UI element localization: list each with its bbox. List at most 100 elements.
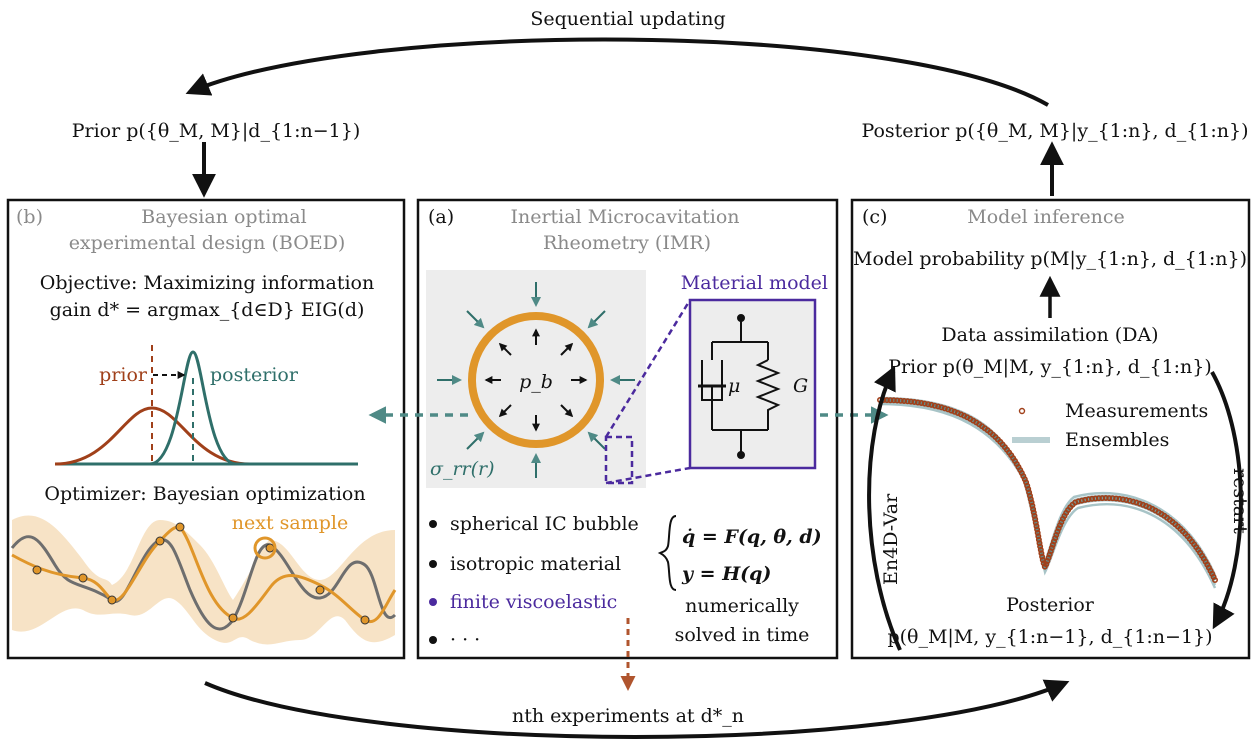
en4dvar-arrow: [867, 365, 902, 651]
sample-points: [32, 522, 370, 625]
measurement-point: [1037, 546, 1044, 553]
material-model-box: [688, 298, 817, 470]
measurement-point: [1033, 523, 1040, 530]
bubble-pressure-label: p_b: [519, 371, 553, 393]
sample-point: [107, 595, 117, 605]
panel-a-frame: [416, 198, 839, 660]
da-label: Data assimilation (DA): [941, 324, 1158, 346]
assumption-list: spherical IC bubble isotropic material f…: [429, 513, 639, 651]
sample-point: [78, 573, 88, 583]
measurement-point: [921, 400, 928, 407]
measurement-point: [1027, 492, 1034, 499]
zoom-connector-bottom: [605, 466, 691, 485]
surrogate-mean-curve: [11, 525, 397, 624]
measurement-point: [1028, 499, 1035, 506]
prior-label: Prior p({θ_M, M}|d_{1:n−1}): [72, 120, 361, 142]
measurement-point: [897, 397, 904, 404]
measurement-point: [1095, 495, 1102, 502]
panel-c-title: Model inference: [967, 206, 1124, 228]
panel-b-frame: [6, 198, 406, 660]
da-prior-label: Prior p(θ_M|M, y_{1:n}, d_{1:n}): [888, 356, 1212, 378]
measurement-point: [1123, 496, 1130, 503]
measurement-point: [894, 397, 901, 404]
measurement-point: [1092, 495, 1099, 502]
measurement-point: [901, 397, 908, 404]
measurement-point: [1048, 544, 1055, 551]
bubble-wall: [468, 312, 604, 448]
measurement-point: [1109, 495, 1116, 502]
prior-density-curve: [54, 406, 251, 466]
sequential-updating-label: Sequential updating: [530, 8, 725, 30]
panel-b-title-line2: experimental design (BOED): [69, 232, 346, 254]
sample-point: [175, 522, 185, 532]
measurement-point: [931, 402, 938, 409]
panel-c-tag: (c): [862, 206, 887, 228]
panel-a-title-line2: Rheometry (IMR): [543, 232, 711, 254]
kelvin-voigt-model: [698, 314, 781, 459]
measurement-point: [1036, 540, 1043, 547]
measurement-point: [1099, 495, 1106, 502]
measurement-point: [1029, 502, 1036, 509]
viscosity-label: μ: [728, 375, 740, 397]
measurement-point: [1113, 495, 1120, 502]
measurement-point: [1032, 516, 1039, 523]
da-posterior-label: Posterior: [1006, 594, 1095, 616]
legend-ensembles: Ensembles: [1065, 429, 1169, 451]
state-equation: q̇ = F(q, θ, d): [682, 526, 822, 548]
panel-b-title-line1: Bayesian optimal: [141, 206, 306, 228]
measurement-point: [1030, 509, 1037, 516]
sample-point: [360, 615, 370, 625]
bottom-loop-arrow: [204, 679, 1070, 739]
sample-point: [32, 565, 42, 575]
posterior-density-label: posterior: [210, 364, 299, 386]
panel-c-frame: [850, 198, 1251, 660]
model-probability-label: Model probability p(M|y_{1:n}, d_{1:n}): [853, 248, 1247, 270]
nth-experiments-label: nth experiments at d*_n: [512, 705, 744, 727]
optimizer-label: Optimizer: Bayesian optimization: [44, 483, 365, 505]
sample-point: [265, 543, 275, 553]
legend-measurement-marker: [1018, 407, 1026, 415]
measurement-point: [1037, 543, 1044, 550]
measurement-point: [1130, 498, 1137, 505]
measurement-point: [1031, 512, 1038, 519]
posterior-label: Posterior p({θ_M, M}|y_{1:n}, d_{1:n}): [861, 120, 1248, 142]
en4dvar-label: En4D-Var: [880, 493, 902, 585]
shear-modulus-label: G: [793, 375, 808, 397]
panel-c-inference: (c) Model inference Model probability p(…: [850, 198, 1251, 660]
measurement-point: [1039, 553, 1046, 560]
solved-in-time-label: solved in time: [675, 624, 810, 646]
top-loop-arrow: [185, 37, 1049, 107]
measurement-point: [914, 399, 921, 406]
panel-b-tag: (b): [16, 206, 43, 228]
true-objective-curve: [10, 535, 397, 631]
next-sample-marker: [253, 536, 277, 560]
observation-equation: y = H(q): [681, 563, 771, 585]
sample-point: [155, 536, 165, 546]
measurement-point: [1075, 498, 1082, 505]
internal-pressure-arrows: [484, 328, 588, 432]
sample-point: [315, 585, 325, 595]
numerically-label: numerically: [685, 595, 799, 617]
objective-line2: gain d* = argmax_{d∈D} EIG(d): [50, 299, 365, 321]
stress-label: σ_rr(r): [430, 458, 495, 480]
next-sample-label: next sample: [232, 512, 348, 534]
objective-line1: Objective: Maximizing information: [40, 272, 374, 294]
measurement-point: [1026, 489, 1033, 496]
bullet-viscoelastic: finite viscoelastic: [450, 591, 617, 613]
measurement-point: [1038, 550, 1045, 557]
measurement-point: [1116, 495, 1123, 502]
panel-b-boed: (b) Bayesian optimal experimental design…: [6, 198, 406, 660]
da-posterior-formula: p(θ_M|M, y_{1:n−1}, d_{1:n−1}): [887, 626, 1212, 648]
measurement-point: [928, 401, 935, 408]
measurement-point: [1034, 526, 1041, 533]
panel-a-tag: (a): [428, 206, 454, 228]
bullet-spherical: spherical IC bubble: [450, 513, 639, 535]
legend-measurements: Measurements: [1065, 400, 1208, 422]
equation-brace: [657, 515, 677, 591]
zoom-region: [604, 435, 634, 485]
bullet-isotropic: isotropic material: [450, 553, 621, 575]
measurement-point: [911, 398, 918, 405]
measurement-point: [1030, 506, 1037, 513]
measurement-point: [1082, 496, 1089, 503]
